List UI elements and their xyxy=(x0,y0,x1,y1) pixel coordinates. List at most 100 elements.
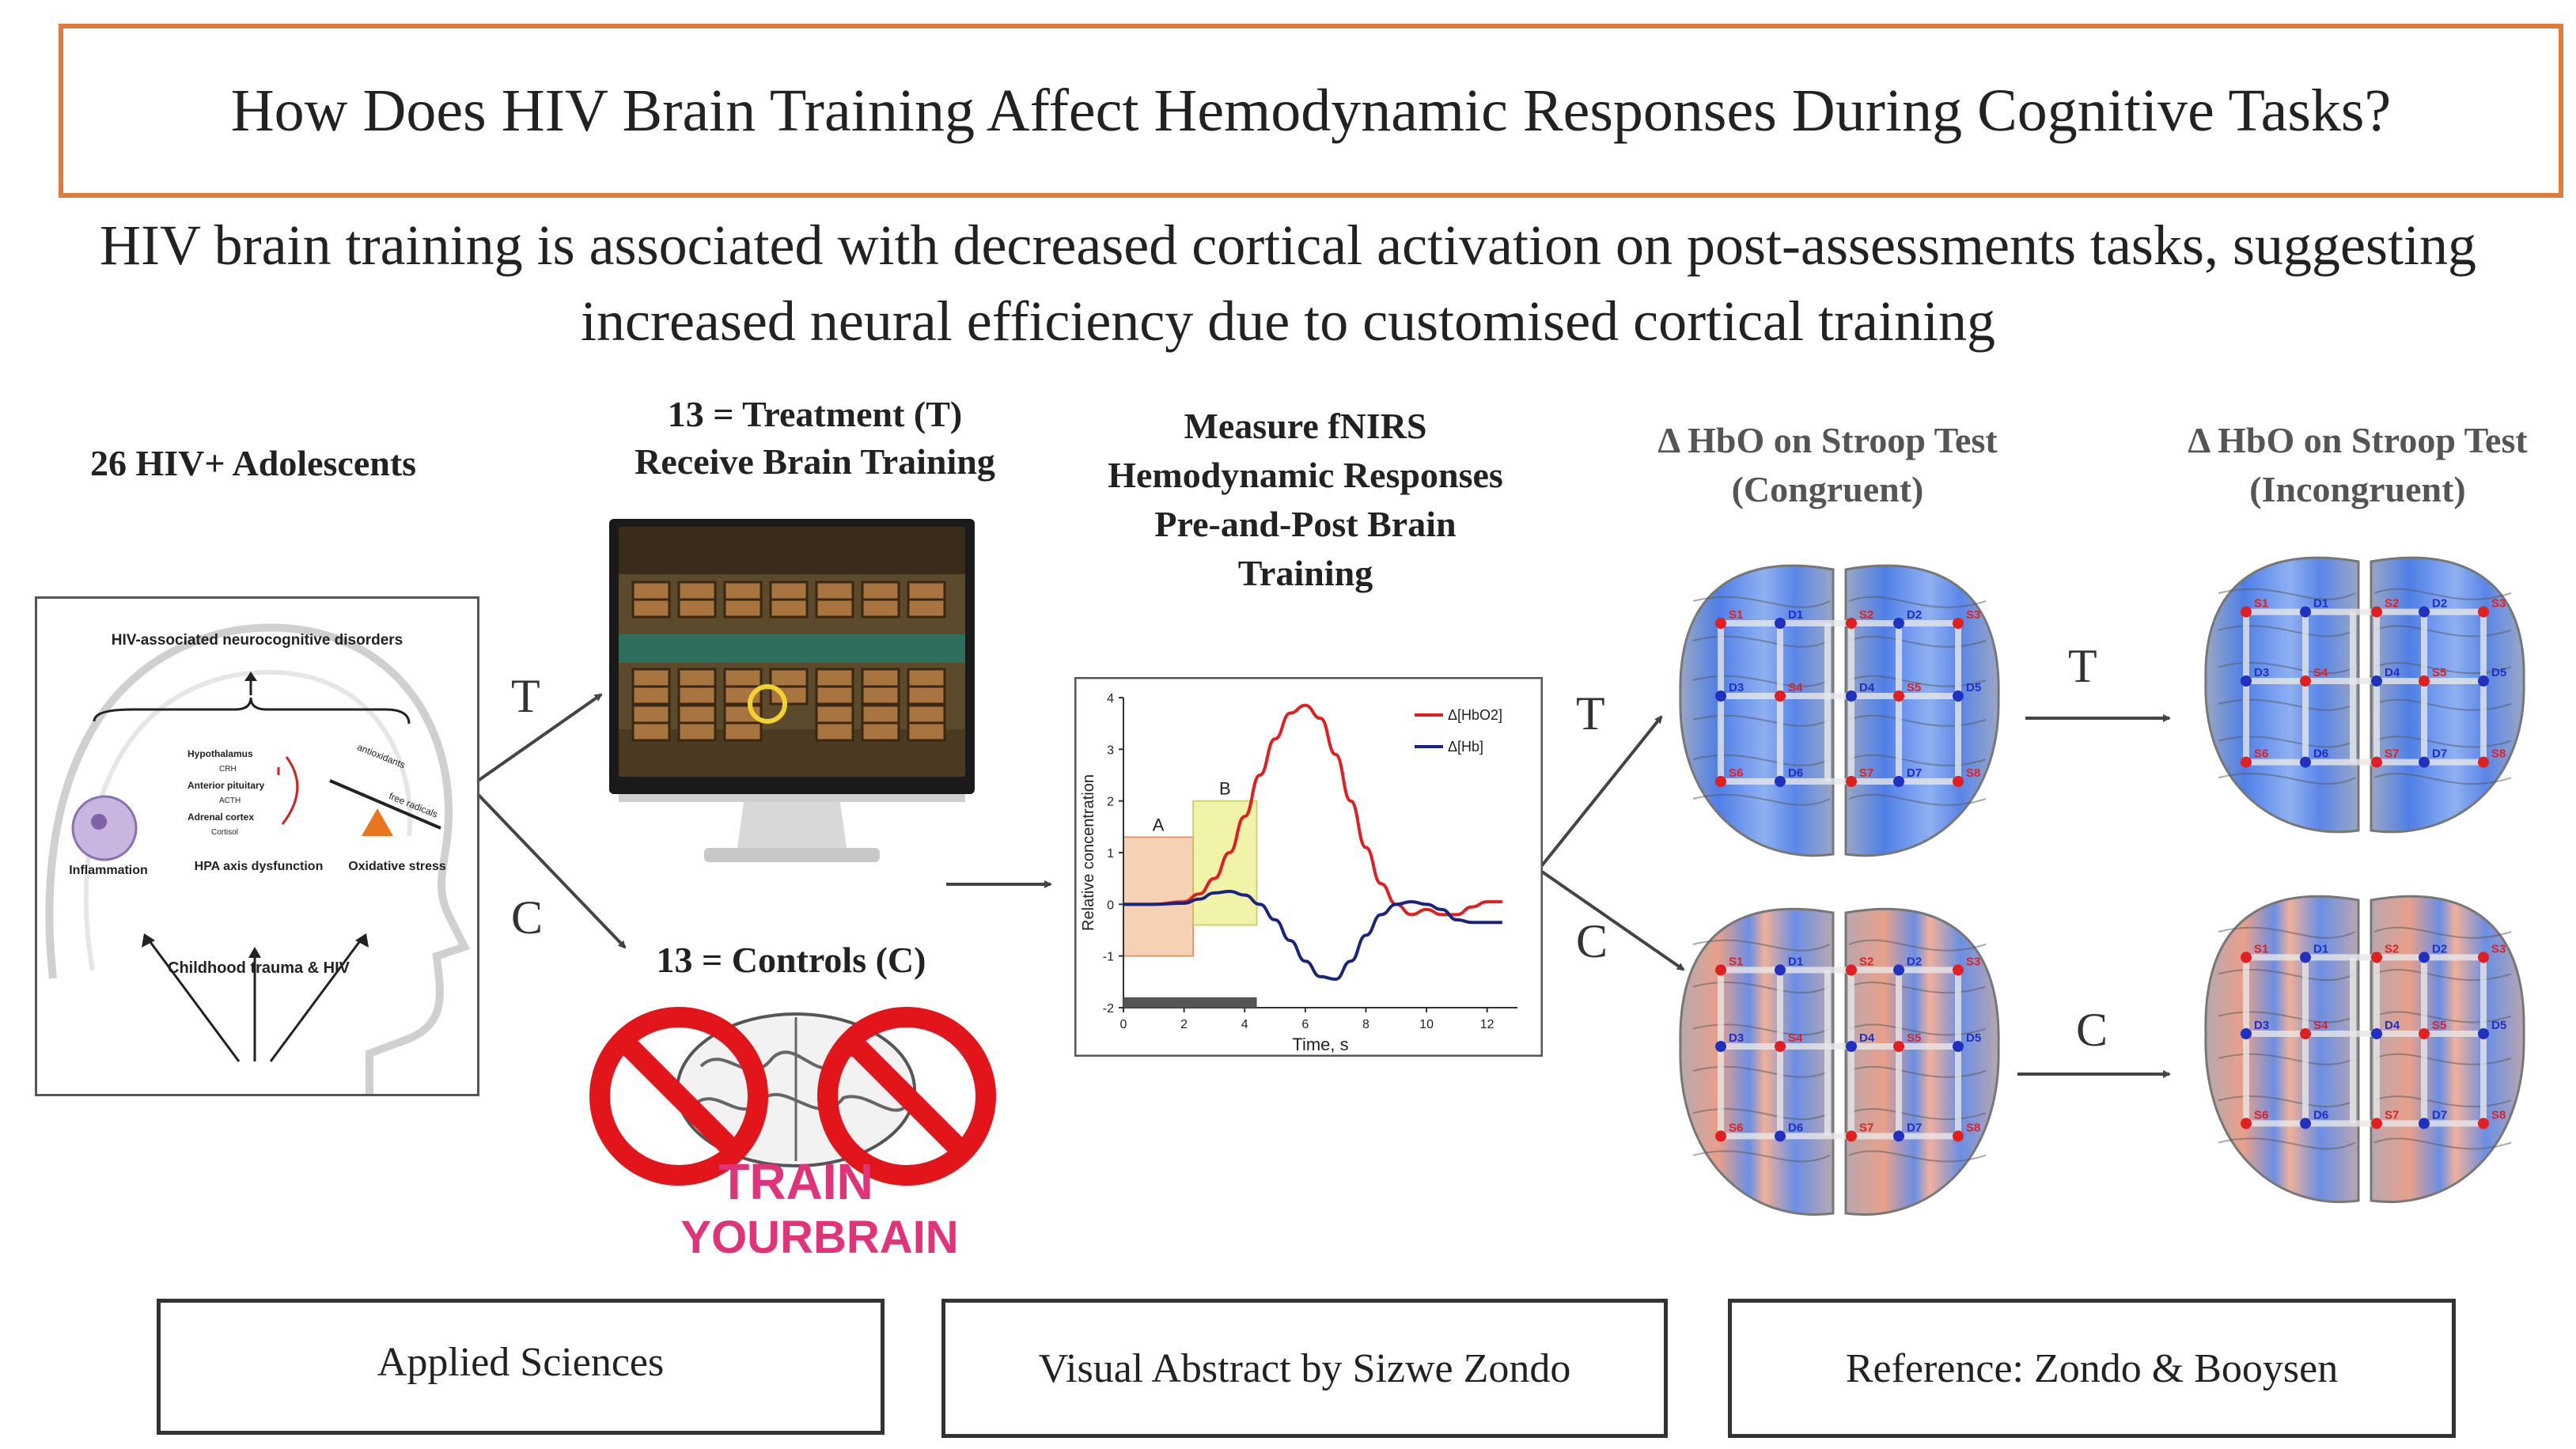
series-line-1 xyxy=(1123,889,1502,982)
chart-frame xyxy=(1074,677,1543,1057)
x-tick-label: 8 xyxy=(1362,1018,1369,1031)
hpa-1: CRH xyxy=(219,765,237,774)
brain-map-congruent-c: S1 D1 S2 D2 S3 D3 S4 D4 S5 D5 S6 D6 S7 D7 S8 xyxy=(1679,907,2000,1216)
footer-journal-text: Applied Sciences xyxy=(377,1339,665,1385)
x-tick-label: 12 xyxy=(1480,1018,1494,1031)
treatment-label: 13 = Treatment (T) Receive Brain Trainin… xyxy=(554,391,1076,486)
left-hemisphere xyxy=(2204,895,2360,1203)
source-marker xyxy=(1775,690,1786,702)
detector-marker xyxy=(2478,675,2489,687)
optode-label: S4 xyxy=(1788,1031,1803,1045)
train-your-brain-image: TRAIN YOURBRAIN xyxy=(589,1007,996,1263)
detector-marker xyxy=(1775,618,1786,629)
optode-label: D4 xyxy=(2385,1019,2400,1032)
trauma-label: Childhood trauma & HIV xyxy=(168,959,350,977)
x-tick-label: 6 xyxy=(1301,1018,1309,1031)
source-marker xyxy=(1715,964,1726,976)
optode-label: S4 xyxy=(2313,1019,2328,1032)
optode-label: D7 xyxy=(1907,766,1922,780)
source-marker xyxy=(2300,675,2311,687)
optode-label: S6 xyxy=(2254,1108,2268,1122)
optode-label: S8 xyxy=(1966,766,1980,780)
incongruent-title: Δ HbO on Stroop Test (Incongruent) xyxy=(2188,420,2528,509)
optode-label: D2 xyxy=(2432,597,2447,611)
optode-label: D2 xyxy=(1907,955,1922,968)
optode-label: S3 xyxy=(1966,608,1980,622)
detector-marker xyxy=(1893,1130,1904,1142)
optode-label: S2 xyxy=(2385,942,2399,955)
detector-marker xyxy=(2419,1118,2430,1129)
hpa-axis-labels: Hypothalamus CRH Anterior pituitary ACTH… xyxy=(188,746,346,841)
optode-label: S7 xyxy=(1859,1121,1873,1134)
optode-label: D4 xyxy=(1859,681,1875,694)
optode-label: D2 xyxy=(2432,942,2447,955)
detector-marker xyxy=(1846,1041,1857,1052)
source-marker xyxy=(1846,776,1857,787)
source-marker xyxy=(1893,1041,1904,1052)
head-diagram-links xyxy=(71,672,441,1062)
optode-label: S5 xyxy=(2432,1019,2446,1032)
detector-marker xyxy=(2300,951,2311,963)
source-marker xyxy=(1893,690,1904,702)
your-brain-text: YOURBRAIN xyxy=(680,1212,958,1263)
x-axis-label: Time, s xyxy=(1292,1035,1348,1054)
source-marker xyxy=(1846,964,1857,976)
y-tick-label: 3 xyxy=(1107,743,1114,757)
optode-label: S7 xyxy=(2385,747,2399,761)
optode-label: D1 xyxy=(2313,942,2328,955)
source-marker xyxy=(1715,776,1726,787)
optode-label: D3 xyxy=(1729,681,1744,694)
detector-marker xyxy=(2371,1028,2382,1039)
optode-label: S2 xyxy=(2385,597,2399,611)
detector-marker xyxy=(1953,1041,1964,1052)
detector-marker xyxy=(1715,1041,1726,1052)
source-marker xyxy=(2419,1028,2430,1039)
source-marker xyxy=(2241,756,2252,768)
optode-label: D5 xyxy=(1966,681,1981,694)
brain-map-congruent-t: S1 D1 S2 D2 S3 D3 S4 D4 S5 D5 S6 D6 S7 D7 S8 xyxy=(1679,564,2000,857)
optode-label: D6 xyxy=(2313,1108,2328,1122)
optode-label: S7 xyxy=(1859,766,1873,780)
arrow-to-treatment xyxy=(473,693,603,785)
optode-label: S3 xyxy=(2491,597,2506,611)
y-tick-label: 1 xyxy=(1107,847,1114,861)
footer-journal: Applied Sciences xyxy=(157,1299,885,1435)
source-marker xyxy=(2371,606,2382,618)
optode-label: D7 xyxy=(2432,747,2447,761)
optode-label: S1 xyxy=(2254,942,2268,955)
detector-marker xyxy=(2241,1028,2252,1039)
source-marker xyxy=(2419,675,2430,687)
source-marker xyxy=(2371,951,2382,963)
optode-label: S6 xyxy=(1729,766,1743,780)
optode-label: S2 xyxy=(1859,608,1873,622)
optode-label: D7 xyxy=(2432,1108,2447,1122)
optode-label: D4 xyxy=(1859,1031,1875,1045)
optode-label: S3 xyxy=(2491,942,2506,955)
source-marker xyxy=(2241,1118,2252,1129)
series-line-0 xyxy=(1123,703,1502,917)
optode-label: S8 xyxy=(2491,747,2506,761)
train-text: TRAIN xyxy=(718,1153,873,1210)
participants-label: 26 HIV+ Adolescents xyxy=(89,443,417,483)
optode-label: S7 xyxy=(2385,1108,2399,1122)
source-marker xyxy=(2241,606,2252,618)
footer-author-text: Visual Abstract by Sizwe Zondo xyxy=(1038,1345,1571,1391)
optode-label: D7 xyxy=(1907,1121,1922,1134)
hpa-3: ACTH xyxy=(219,796,241,805)
region-B xyxy=(1192,800,1258,926)
y-tick-label: -1 xyxy=(1103,951,1114,964)
detector-marker xyxy=(2419,606,2430,618)
optode-label: D6 xyxy=(1788,1121,1803,1134)
arrow-to-congruent-t xyxy=(1538,715,1663,870)
optode-label: D2 xyxy=(1907,608,1922,622)
x-tick-label: 0 xyxy=(1120,1018,1127,1031)
detector-marker xyxy=(1953,690,1964,702)
detector-marker xyxy=(1846,690,1857,702)
region-label: A xyxy=(1153,815,1165,834)
detector-marker xyxy=(2241,675,2252,687)
page-title: How Does HIV Brain Training Affect Hemod… xyxy=(230,78,2392,144)
optode-label: D1 xyxy=(2313,597,2328,611)
branch-c-right: C xyxy=(1576,915,1608,967)
detector-marker xyxy=(2419,756,2430,768)
